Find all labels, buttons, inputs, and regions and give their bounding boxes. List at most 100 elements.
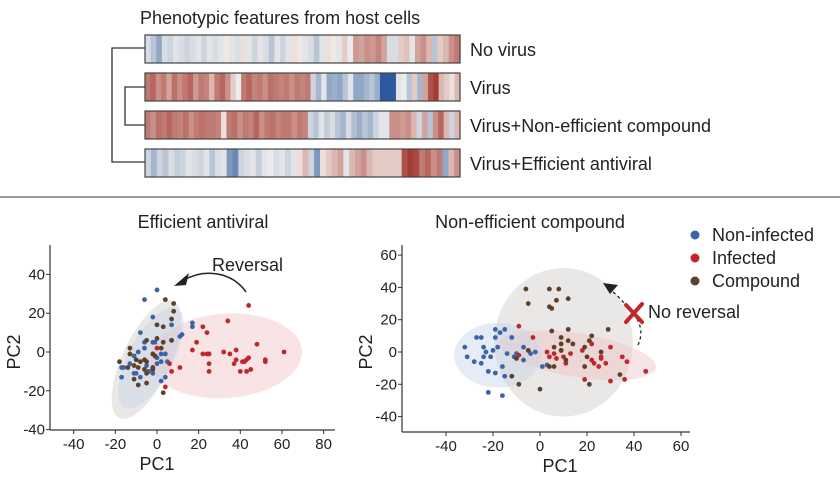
no-reversal-label: No reversal (648, 302, 740, 322)
heatmap-cell (188, 111, 195, 139)
heatmap-cell (210, 111, 217, 139)
x-tick-label: 20 (579, 438, 596, 455)
data-point (502, 373, 508, 379)
heatmap-cell (305, 73, 312, 101)
dendrogram-branch-outer (111, 47, 145, 163)
data-point (551, 344, 557, 350)
heatmap-cell (269, 111, 276, 139)
heatmap-cell (419, 149, 426, 177)
heatmap-cell (356, 111, 363, 139)
plot-title: Efficient antiviral (138, 212, 269, 232)
heatmap-cell (285, 35, 292, 63)
data-point (119, 374, 124, 380)
heatmap-cell (195, 35, 202, 63)
dendrogram-branch-inner (124, 86, 145, 126)
data-point (471, 359, 477, 365)
data-point (194, 339, 199, 345)
data-point (483, 349, 489, 355)
data-point (547, 286, 552, 292)
data-point (169, 369, 174, 374)
data-point (532, 349, 538, 355)
data-point (200, 324, 206, 330)
heatmap-cell (390, 149, 397, 177)
heatmap-row-border (144, 148, 461, 178)
data-point (169, 322, 174, 328)
heatmap-cell (363, 73, 370, 101)
data-point (248, 367, 254, 372)
heatmap-cell (355, 149, 362, 177)
heatmap-cell (409, 35, 416, 63)
heatmap-cell (448, 149, 455, 177)
heatmap-cell (390, 73, 397, 101)
heatmap-cell (226, 149, 234, 177)
heatmap-cell (331, 73, 338, 101)
heatmap-cell (337, 149, 344, 177)
heatmap-cell (150, 35, 157, 63)
data-point (127, 345, 133, 351)
heatmap-cell (400, 111, 407, 139)
data-point (622, 377, 627, 382)
data-point (233, 357, 239, 363)
heatmap-cell (218, 35, 225, 63)
data-point (549, 305, 555, 311)
heatmap-cell (392, 35, 399, 63)
heatmap-cell (379, 73, 386, 101)
heatmap-cell (238, 149, 245, 177)
data-point (537, 386, 543, 392)
heatmap-cell (235, 73, 242, 101)
data-point (582, 364, 588, 369)
heatmap-cell (353, 35, 360, 63)
data-point (563, 357, 569, 363)
data-point (154, 345, 160, 351)
heatmap-cell (257, 35, 264, 63)
heatmap-cell (199, 111, 206, 139)
heatmap-cell (302, 111, 309, 139)
heatmap-cell (297, 111, 304, 139)
heatmap-cell (395, 73, 402, 101)
data-point (158, 359, 164, 365)
data-point (525, 301, 531, 306)
data-point (605, 326, 611, 332)
heatmap-cell (273, 149, 280, 177)
heatmap-cell (209, 73, 216, 101)
heatmap-cell (203, 149, 210, 177)
heatmap-cell (449, 73, 456, 101)
heatmap-cell (215, 111, 222, 139)
x-tick-label: -40 (63, 436, 85, 453)
heatmap-cell (454, 35, 461, 63)
data-point (169, 316, 174, 322)
heatmap-cell (422, 73, 429, 101)
heatmap-cell (296, 35, 304, 63)
heatmap-cell (177, 73, 183, 101)
data-point (131, 363, 137, 368)
y-tick-label: 20 (380, 312, 397, 329)
heatmap-cell (182, 73, 189, 101)
heatmap-cell (398, 35, 405, 63)
legend-item: Compound (690, 271, 800, 291)
heatmap-cell (454, 73, 461, 101)
heatmap-cell (162, 149, 169, 177)
data-point (225, 318, 231, 324)
heatmap-cell (178, 35, 185, 63)
heatmap-cell (240, 35, 247, 63)
data-point (158, 345, 164, 351)
data-point (154, 361, 160, 367)
y-tick-label: -40 (23, 422, 45, 439)
heatmap-cell (369, 73, 376, 101)
heatmap-cell (370, 35, 377, 63)
heatmap-cell (314, 149, 321, 177)
x-axis-label: PC1 (542, 456, 577, 476)
data-point (488, 354, 494, 360)
heatmap-cell (449, 111, 456, 139)
heatmap-cell (340, 111, 347, 139)
heatmap-cell (315, 73, 322, 101)
heatmap-cell (145, 111, 152, 139)
data-point (502, 326, 508, 332)
heatmap-cell (259, 111, 266, 139)
y-tick-label: 40 (28, 266, 45, 283)
data-point (162, 297, 168, 303)
data-point (558, 335, 564, 340)
data-point (190, 324, 195, 330)
heatmap-cell (329, 111, 336, 139)
heatmap-cell (448, 35, 455, 63)
